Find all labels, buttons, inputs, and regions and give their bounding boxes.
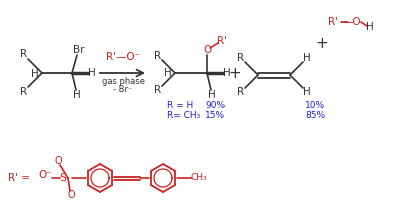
Text: O: O [54, 156, 62, 166]
Text: +: + [229, 66, 241, 81]
Text: - Br⁻: - Br⁻ [113, 85, 133, 94]
Text: R': R' [328, 17, 338, 27]
Text: 85%: 85% [305, 111, 325, 121]
Text: O⁻: O⁻ [38, 170, 52, 180]
Text: R' =: R' = [8, 173, 30, 183]
Text: 90%: 90% [205, 102, 225, 111]
Text: gas phase: gas phase [102, 76, 144, 85]
Text: H: H [303, 53, 311, 63]
Text: R= CH₃: R= CH₃ [167, 111, 200, 121]
Text: H: H [88, 68, 96, 78]
Text: S: S [60, 173, 66, 183]
Text: H: H [164, 68, 172, 78]
Text: 10%: 10% [305, 102, 325, 111]
Text: R': R' [217, 36, 227, 46]
Text: O: O [203, 45, 211, 55]
Text: R: R [154, 51, 162, 61]
Text: H: H [223, 68, 231, 78]
Text: R'—O⁻: R'—O⁻ [106, 52, 140, 62]
Text: H: H [208, 90, 216, 100]
Text: O: O [67, 190, 75, 200]
Text: R: R [20, 49, 28, 59]
Text: H: H [303, 87, 311, 97]
Text: Br: Br [73, 45, 85, 55]
Text: R: R [20, 87, 28, 97]
Text: R: R [238, 53, 244, 63]
Text: +: + [316, 36, 328, 50]
Text: H: H [73, 90, 81, 100]
Text: R: R [238, 87, 244, 97]
Text: 15%: 15% [205, 111, 225, 121]
Text: —O: —O [343, 17, 361, 27]
Text: R: R [154, 85, 162, 95]
Text: CH₃: CH₃ [191, 174, 207, 183]
Text: R = H: R = H [167, 102, 193, 111]
Text: H: H [31, 69, 39, 79]
Text: H: H [366, 22, 374, 32]
